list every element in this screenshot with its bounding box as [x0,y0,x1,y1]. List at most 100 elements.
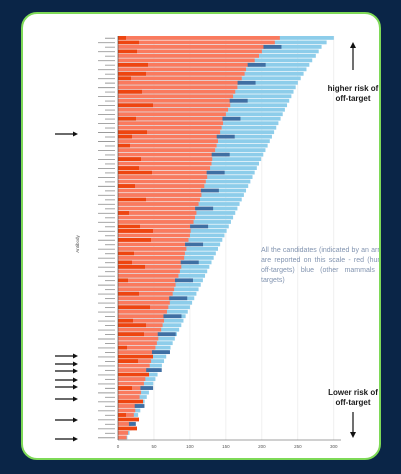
bar-mammal-strong [206,170,225,175]
bar-human [118,85,238,90]
bar-human [118,404,137,408]
bar-human [118,233,190,238]
bar-human [118,112,226,117]
bar-human-strong [118,62,148,67]
bar-human-strong [118,211,129,215]
y-axis-title: Antibody [75,234,80,252]
bar-human [118,71,245,76]
bar-human [118,291,173,296]
x-tick-label: 200 [258,444,266,449]
bar-human [118,116,225,121]
x-tick-label: 0 [117,444,120,449]
bar-human [118,49,262,54]
bar-human-strong [118,130,147,135]
bar-human-strong [118,157,141,162]
bar-human [118,377,146,381]
bar-mammal-strong [157,332,176,337]
bar-human [118,395,140,399]
bar-human-strong [118,49,137,54]
bar-human [118,341,157,346]
bar-mammal-strong [216,134,235,139]
bar-human [118,309,167,314]
bar-human [118,282,176,287]
bar-mammal-strong [222,116,241,121]
bar-human [118,134,219,139]
bar-human-strong [118,229,153,233]
bar-human [118,76,242,81]
bar-human-strong [118,238,151,242]
x-tick-label: 150 [222,444,230,449]
bar-chart: 0 50 100 150 200 250 300 Antibody [55,36,356,449]
bar-human [118,161,212,166]
candidate-arrow-head [73,377,78,383]
bar-human-strong [118,134,132,139]
bar-human [118,345,156,350]
low-risk-label: Lower risk of off-target [328,388,378,407]
bar-human-strong [118,116,136,121]
bar-human [118,80,240,85]
bar-human-strong [118,354,153,359]
bar-human [118,381,144,386]
bar-mammal-strong [146,368,162,372]
bar-human [118,363,150,368]
bar-mammal-strong [151,350,170,355]
bar-human-strong [118,197,146,202]
x-tick-label: 50 [151,444,157,449]
bar-human-strong [118,71,146,76]
bar-human-strong [118,36,126,40]
candidate-arrow-head [73,368,78,374]
bar-human-strong [118,345,127,350]
bar-human [118,121,224,126]
bar-mammal-strong [211,152,230,157]
bar-human [118,224,193,229]
bar-human-strong [118,386,132,390]
bar-human [118,368,149,372]
bar-human-strong [118,251,134,256]
x-tick-label: 100 [186,444,194,449]
bar-human [118,296,172,301]
candidate-arrow-head [73,384,78,390]
bar-mammal-strong [195,206,214,211]
bar-human [118,255,185,260]
bar-human [118,408,136,413]
bar-human-strong [118,76,131,81]
bar-mammal-strong [163,314,182,319]
bar-human [118,58,255,63]
bar-human-strong [118,359,138,364]
bar-human-strong [118,143,130,148]
bar-human [118,273,179,278]
bar-human [118,260,183,265]
bar-human [118,94,234,99]
bar-human-strong [118,40,139,45]
bar-human [118,431,129,435]
bar-human [118,130,221,135]
bar-human [118,170,209,175]
bar-human [118,166,211,170]
bar-human-strong [118,318,133,323]
bar-human [118,350,154,355]
bar-human [118,246,187,251]
bar-human-strong [118,426,137,431]
bar-human [118,89,236,94]
candidate-arrow-head [73,361,78,367]
bar-human [118,220,194,224]
bar-human [118,318,165,323]
bar-human [118,264,182,269]
bar-human [118,44,266,49]
bar-human [118,242,188,247]
bar-human [118,157,213,162]
bar-human [118,36,280,40]
bar-human [118,287,175,292]
low-risk-arrow-head [350,432,356,438]
bar-human [118,53,259,58]
bar-human [118,390,142,395]
bar-human [118,175,208,179]
bar-mammal-strong [263,44,282,49]
bar-human [118,300,170,305]
bar-mammal-strong [185,242,204,247]
bar-human [118,278,177,283]
bar-human-strong [118,166,139,170]
bar-human [118,148,216,153]
bar-human [118,202,199,206]
bar-human [118,229,191,233]
